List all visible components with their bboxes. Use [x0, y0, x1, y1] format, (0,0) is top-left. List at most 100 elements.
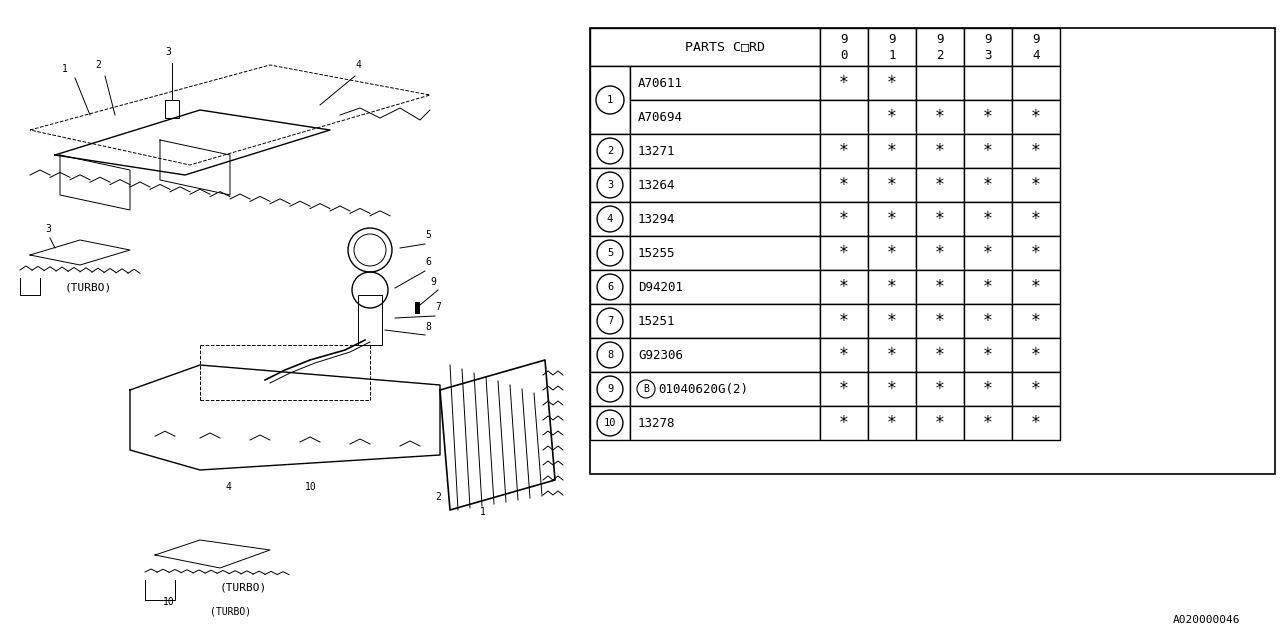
Text: *: *: [1030, 210, 1041, 228]
Text: 5: 5: [425, 230, 431, 240]
Bar: [820, 406, 868, 440]
Bar: [964, 406, 1012, 440]
Text: *: *: [838, 142, 849, 160]
Text: *: *: [934, 312, 945, 330]
Text: 8: 8: [425, 322, 431, 332]
Bar: [590, 168, 630, 202]
Text: 10: 10: [305, 482, 316, 492]
Bar: [590, 28, 1275, 474]
Text: *: *: [983, 380, 993, 398]
Bar: [868, 168, 916, 202]
Bar: [820, 28, 868, 66]
Bar: [630, 66, 820, 100]
Text: *: *: [934, 108, 945, 126]
Text: 13264: 13264: [637, 179, 676, 191]
Bar: [868, 202, 916, 236]
Text: *: *: [983, 346, 993, 364]
Text: 5: 5: [607, 248, 613, 258]
Text: 3: 3: [45, 224, 51, 234]
Bar: [868, 134, 916, 168]
Text: 13271: 13271: [637, 145, 676, 157]
Text: 2: 2: [607, 146, 613, 156]
Text: *: *: [1030, 244, 1041, 262]
Bar: [630, 168, 820, 202]
Text: *: *: [838, 278, 849, 296]
Bar: [820, 304, 868, 338]
Text: 4: 4: [1032, 49, 1039, 62]
Text: *: *: [887, 380, 897, 398]
Text: *: *: [838, 176, 849, 194]
Text: *: *: [1030, 312, 1041, 330]
Text: 9: 9: [936, 33, 943, 46]
Bar: [820, 168, 868, 202]
Bar: [964, 338, 1012, 372]
Bar: [820, 372, 868, 406]
Text: *: *: [838, 346, 849, 364]
Text: *: *: [887, 108, 897, 126]
Text: *: *: [838, 312, 849, 330]
Text: A70611: A70611: [637, 77, 684, 90]
Bar: [165, 100, 179, 118]
Text: 6: 6: [607, 282, 613, 292]
Text: *: *: [887, 312, 897, 330]
Bar: [1012, 372, 1060, 406]
Text: *: *: [887, 176, 897, 194]
Bar: [964, 66, 1012, 100]
Text: *: *: [887, 414, 897, 432]
Text: *: *: [838, 244, 849, 262]
Bar: [590, 406, 630, 440]
Text: B: B: [643, 384, 649, 394]
Bar: [1012, 338, 1060, 372]
Bar: [1012, 100, 1060, 134]
Bar: [916, 372, 964, 406]
Bar: [916, 202, 964, 236]
Bar: [590, 202, 630, 236]
Text: 15255: 15255: [637, 246, 676, 259]
Text: *: *: [983, 176, 993, 194]
Bar: [630, 372, 820, 406]
Text: 9: 9: [984, 33, 992, 46]
Bar: [964, 134, 1012, 168]
Bar: [916, 304, 964, 338]
Text: *: *: [934, 414, 945, 432]
Bar: [590, 338, 630, 372]
Bar: [964, 202, 1012, 236]
Text: 9: 9: [840, 33, 847, 46]
Text: 1: 1: [480, 507, 486, 517]
Text: 15251: 15251: [637, 314, 676, 328]
Text: (TURBO): (TURBO): [220, 582, 268, 592]
Text: *: *: [934, 176, 945, 194]
Text: 10: 10: [604, 418, 616, 428]
Text: *: *: [983, 210, 993, 228]
Bar: [964, 236, 1012, 270]
Text: A020000046: A020000046: [1172, 615, 1240, 625]
Text: 9: 9: [430, 277, 436, 287]
Text: *: *: [983, 244, 993, 262]
Text: *: *: [934, 346, 945, 364]
Bar: [590, 304, 630, 338]
Text: 2: 2: [95, 60, 101, 70]
Text: 6: 6: [425, 257, 431, 267]
Text: 2: 2: [936, 49, 943, 62]
Text: 0: 0: [840, 49, 847, 62]
Text: *: *: [887, 346, 897, 364]
Bar: [630, 134, 820, 168]
Text: *: *: [1030, 176, 1041, 194]
Bar: [868, 66, 916, 100]
Text: *: *: [838, 210, 849, 228]
Bar: [630, 406, 820, 440]
Text: 9: 9: [1032, 33, 1039, 46]
Bar: [590, 134, 630, 168]
Text: D94201: D94201: [637, 280, 684, 294]
Text: 1: 1: [888, 49, 896, 62]
Text: 9: 9: [888, 33, 896, 46]
Text: *: *: [934, 142, 945, 160]
Text: 7: 7: [435, 302, 440, 312]
Text: 1: 1: [61, 64, 68, 74]
Text: *: *: [934, 210, 945, 228]
Bar: [590, 28, 820, 66]
Text: *: *: [934, 380, 945, 398]
Bar: [630, 202, 820, 236]
Bar: [590, 270, 630, 304]
Bar: [1012, 28, 1060, 66]
